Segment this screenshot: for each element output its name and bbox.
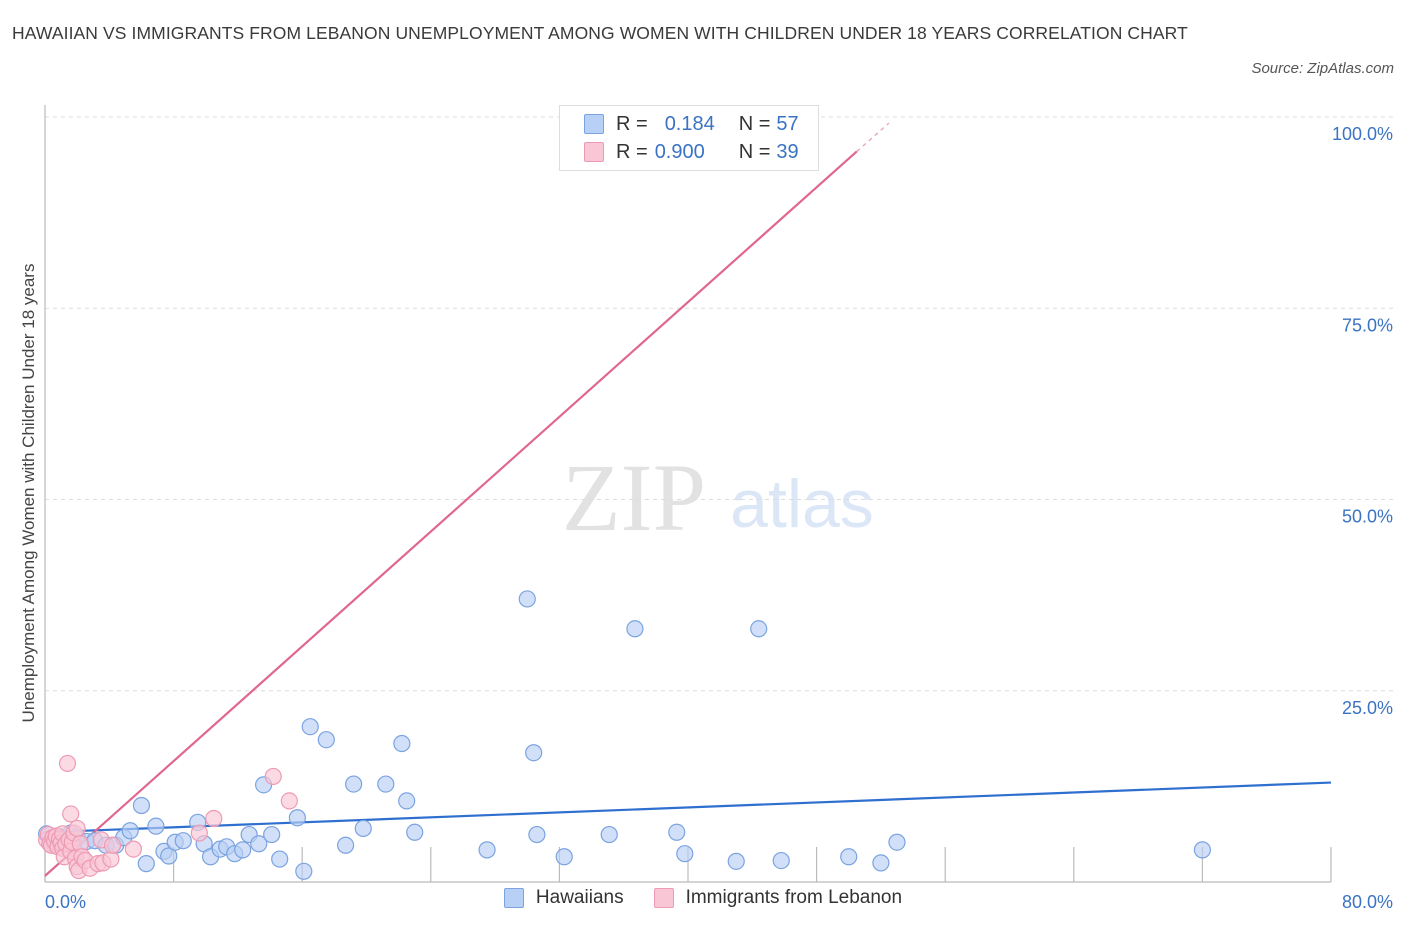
legend-label: Immigrants from Lebanon	[685, 887, 903, 908]
y-tick-label: 50.0%	[1342, 507, 1393, 527]
lebanon-trend-line-extension	[856, 122, 890, 152]
hawaiians-point	[354, 819, 372, 838]
r-label: R =	[616, 140, 648, 163]
hawaiians-point	[872, 854, 890, 872]
hawaiians-point	[750, 620, 768, 638]
lebanon-point	[124, 840, 143, 858]
hawaiians-point	[772, 851, 790, 870]
hawaiians-point	[295, 862, 313, 880]
lebanon-swatch	[653, 888, 674, 908]
hawaiians-point	[398, 792, 416, 810]
watermark-zip: ZIP	[562, 444, 706, 551]
legend-row-lebanon: R = 0.900 N = 39	[584, 139, 799, 165]
n-value: 57	[776, 112, 799, 135]
hawaiians-point	[301, 718, 319, 736]
y-tick-label: 25.0%	[1342, 698, 1393, 718]
legend-item-lebanon[interactable]: Immigrants from Lebanon	[653, 887, 903, 909]
lebanon-point	[205, 809, 223, 828]
hawaiians-point	[250, 835, 268, 853]
r-label: R =	[616, 112, 648, 135]
lebanon-point	[62, 805, 80, 823]
hawaiians-point	[345, 775, 363, 793]
x-tick-label: 0.0%	[45, 892, 86, 912]
hawaiians-point	[518, 590, 536, 608]
lebanon-point	[280, 792, 298, 810]
lebanon-point	[68, 819, 86, 838]
hawaiians-point	[337, 836, 355, 854]
hawaiians-point	[317, 731, 335, 749]
hawaiians-point	[121, 822, 139, 840]
hawaiians-trend-line	[44, 781, 1332, 834]
legend-item-hawaiians[interactable]: Hawaiians	[503, 887, 624, 909]
hawaiians-point	[377, 775, 395, 793]
lebanon-point	[264, 767, 282, 786]
correlation-legend: R = 0.184 N = 57 R = 0.900 N = 39	[559, 105, 819, 171]
hawaiians-swatch	[584, 114, 604, 134]
n-label: N =	[738, 140, 771, 163]
source-label: Source: ZipAtlas.com	[1251, 60, 1394, 77]
y-tick-label: 100.0%	[1332, 124, 1393, 144]
hawaiians-point	[676, 845, 694, 863]
hawaiians-point	[1193, 841, 1212, 859]
n-label: N =	[738, 112, 771, 135]
series-legend: Hawaiians Immigrants from Lebanon	[0, 887, 1406, 909]
hawaiians-point	[132, 796, 151, 815]
lebanon-swatch	[584, 142, 604, 162]
hawaiians-point	[600, 825, 618, 844]
hawaiians-point	[174, 832, 192, 850]
hawaiians-point	[137, 855, 155, 873]
lebanon-point	[190, 824, 208, 842]
r-value: 0.900	[654, 140, 705, 163]
hawaiians-point	[234, 841, 252, 859]
lebanon-trend-line	[44, 150, 858, 877]
hawaiians-point	[525, 744, 543, 762]
y-axis-label: Unemployment Among Women with Children U…	[19, 263, 38, 723]
hawaiians-point	[840, 848, 858, 866]
hawaiians-swatch	[503, 888, 524, 908]
chart-title: HAWAIIAN VS IMMIGRANTS FROM LEBANON UNEM…	[12, 23, 1188, 43]
hawaiians-point	[406, 823, 424, 841]
hawaiians-point	[147, 817, 165, 835]
r-value: 0.184	[664, 112, 715, 135]
hawaiians-point	[668, 823, 686, 841]
x-tick-label: 80.0%	[1342, 892, 1393, 912]
n-value: 39	[776, 140, 799, 163]
legend-row-hawaiians: R = 0.184 N = 57	[584, 111, 799, 137]
hawaiians-point	[393, 734, 411, 753]
hawaiians-point	[478, 841, 496, 859]
hawaiians-point	[263, 825, 281, 844]
hawaiians-point	[555, 848, 573, 866]
watermark-atlas: atlas	[730, 466, 874, 542]
hawaiians-point	[888, 833, 906, 851]
hawaiians-point	[288, 809, 306, 827]
hawaiians-point	[528, 825, 546, 844]
lebanon-point	[103, 836, 122, 854]
hawaiians-point	[727, 852, 745, 870]
y-tick-label: 75.0%	[1342, 315, 1393, 335]
legend-label: Hawaiians	[535, 887, 624, 908]
hawaiians-point	[271, 850, 289, 868]
hawaiians-point	[160, 847, 178, 865]
lebanon-point	[58, 754, 77, 773]
hawaiians-point	[626, 620, 644, 638]
